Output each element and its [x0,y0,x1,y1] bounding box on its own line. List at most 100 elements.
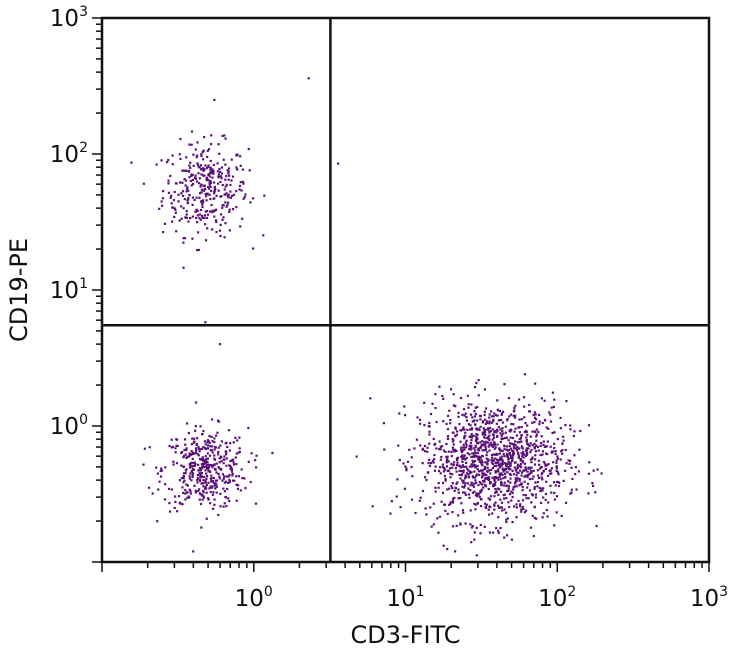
data-point [525,451,528,454]
data-point [207,481,210,484]
data-point [191,173,194,177]
data-point [507,460,510,463]
data-point [474,466,477,469]
data-point [214,188,217,191]
data-point [197,445,200,449]
data-point [451,440,455,443]
data-point [197,447,200,450]
data-point [521,499,525,502]
data-point [477,427,480,430]
data-point [168,444,171,448]
data-point [533,416,537,419]
data-point [207,173,210,176]
data-point [500,484,503,487]
data-point [481,455,484,458]
data-point [451,482,454,485]
data-point [574,473,577,476]
data-point [512,423,515,426]
data-point [511,491,514,495]
data-point [209,463,212,467]
data-point [217,173,221,176]
data-point [548,469,551,472]
data-point [549,445,552,448]
data-point [463,486,466,489]
data-point [500,413,503,416]
data-point [501,429,504,433]
data-point [421,462,424,465]
data-point [395,495,398,498]
data-point [398,458,401,462]
data-point [484,433,487,437]
data-point [225,192,228,195]
data-point [167,191,171,194]
data-point [219,234,222,238]
data-point [490,461,493,464]
data-point [223,475,226,478]
data-point [596,468,599,471]
y-tick-label: 102 [50,140,88,168]
data-point [195,449,198,452]
data-point [199,469,202,472]
data-point [464,446,468,449]
data-point [513,466,516,469]
data-point [484,461,487,464]
data-point [199,208,203,212]
data-point [217,453,220,456]
data-point [510,490,513,493]
data-point [567,459,570,462]
data-point [419,444,422,447]
data-point [254,459,257,462]
data-point [485,454,488,457]
data-point [164,466,167,469]
data-point [371,505,374,508]
data-point [495,464,498,467]
data-point [483,479,486,482]
data-point [552,461,555,464]
data-point [492,531,495,534]
data-point [199,493,202,496]
data-point [193,484,196,487]
data-point [231,474,234,477]
data-point [222,158,225,161]
x-tick-label: 102 [538,584,576,612]
data-point [160,200,163,203]
data-point [449,422,452,425]
data-point [424,507,427,510]
data-point [550,406,553,409]
data-point [555,459,558,462]
data-point [182,266,185,269]
data-point [499,478,502,481]
data-point [207,165,210,169]
data-point [232,463,236,466]
data-point [465,419,469,422]
data-point [554,452,557,455]
data-point [233,479,236,482]
data-point [496,399,499,402]
data-point [503,462,507,465]
data-point [477,457,480,460]
data-point [465,456,468,459]
data-point [195,180,199,183]
data-point [488,422,491,425]
data-point [533,420,536,424]
data-point [187,220,190,223]
data-point [462,408,466,411]
data-point [196,478,199,482]
data-point [199,473,202,477]
data-point [461,479,464,482]
data-point [515,434,519,437]
data-point [476,437,479,440]
data-point [451,499,455,502]
data-point [427,424,430,428]
data-point [461,413,464,416]
data-point [262,234,265,237]
data-point [483,525,486,528]
data-point [506,517,509,520]
data-point [203,188,206,191]
data-point [524,454,527,458]
data-point [441,463,444,466]
data-point [205,483,208,487]
data-point [155,466,158,469]
